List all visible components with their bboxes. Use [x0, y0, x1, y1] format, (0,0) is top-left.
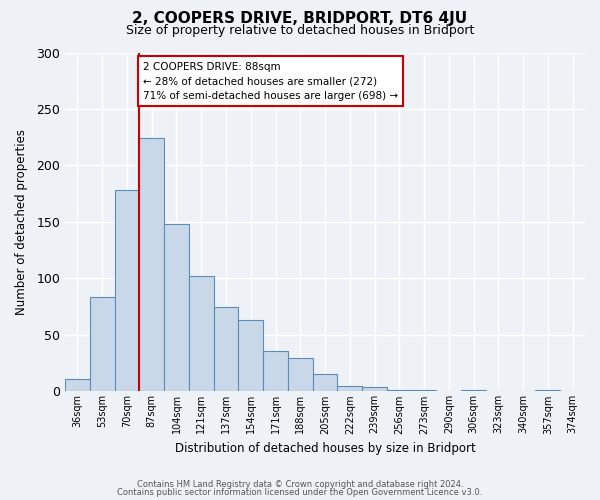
Bar: [214, 306, 238, 392]
Bar: [387, 390, 412, 392]
Bar: [337, 386, 362, 392]
Y-axis label: Number of detached properties: Number of detached properties: [15, 129, 28, 315]
Bar: [238, 320, 263, 392]
Bar: [115, 190, 139, 392]
Bar: [90, 296, 115, 392]
Bar: [313, 374, 337, 392]
Text: Contains public sector information licensed under the Open Government Licence v3: Contains public sector information licen…: [118, 488, 482, 497]
Bar: [461, 390, 486, 392]
Bar: [535, 390, 560, 392]
Bar: [189, 276, 214, 392]
Text: 2 COOPERS DRIVE: 88sqm
← 28% of detached houses are smaller (272)
71% of semi-de: 2 COOPERS DRIVE: 88sqm ← 28% of detached…: [143, 62, 398, 101]
Text: Size of property relative to detached houses in Bridport: Size of property relative to detached ho…: [126, 24, 474, 37]
Bar: [412, 390, 436, 392]
Bar: [263, 350, 288, 392]
Bar: [65, 379, 90, 392]
Bar: [362, 387, 387, 392]
Bar: [139, 138, 164, 392]
Bar: [164, 224, 189, 392]
Text: 2, COOPERS DRIVE, BRIDPORT, DT6 4JU: 2, COOPERS DRIVE, BRIDPORT, DT6 4JU: [133, 11, 467, 26]
Text: Contains HM Land Registry data © Crown copyright and database right 2024.: Contains HM Land Registry data © Crown c…: [137, 480, 463, 489]
X-axis label: Distribution of detached houses by size in Bridport: Distribution of detached houses by size …: [175, 442, 475, 455]
Bar: [288, 358, 313, 392]
